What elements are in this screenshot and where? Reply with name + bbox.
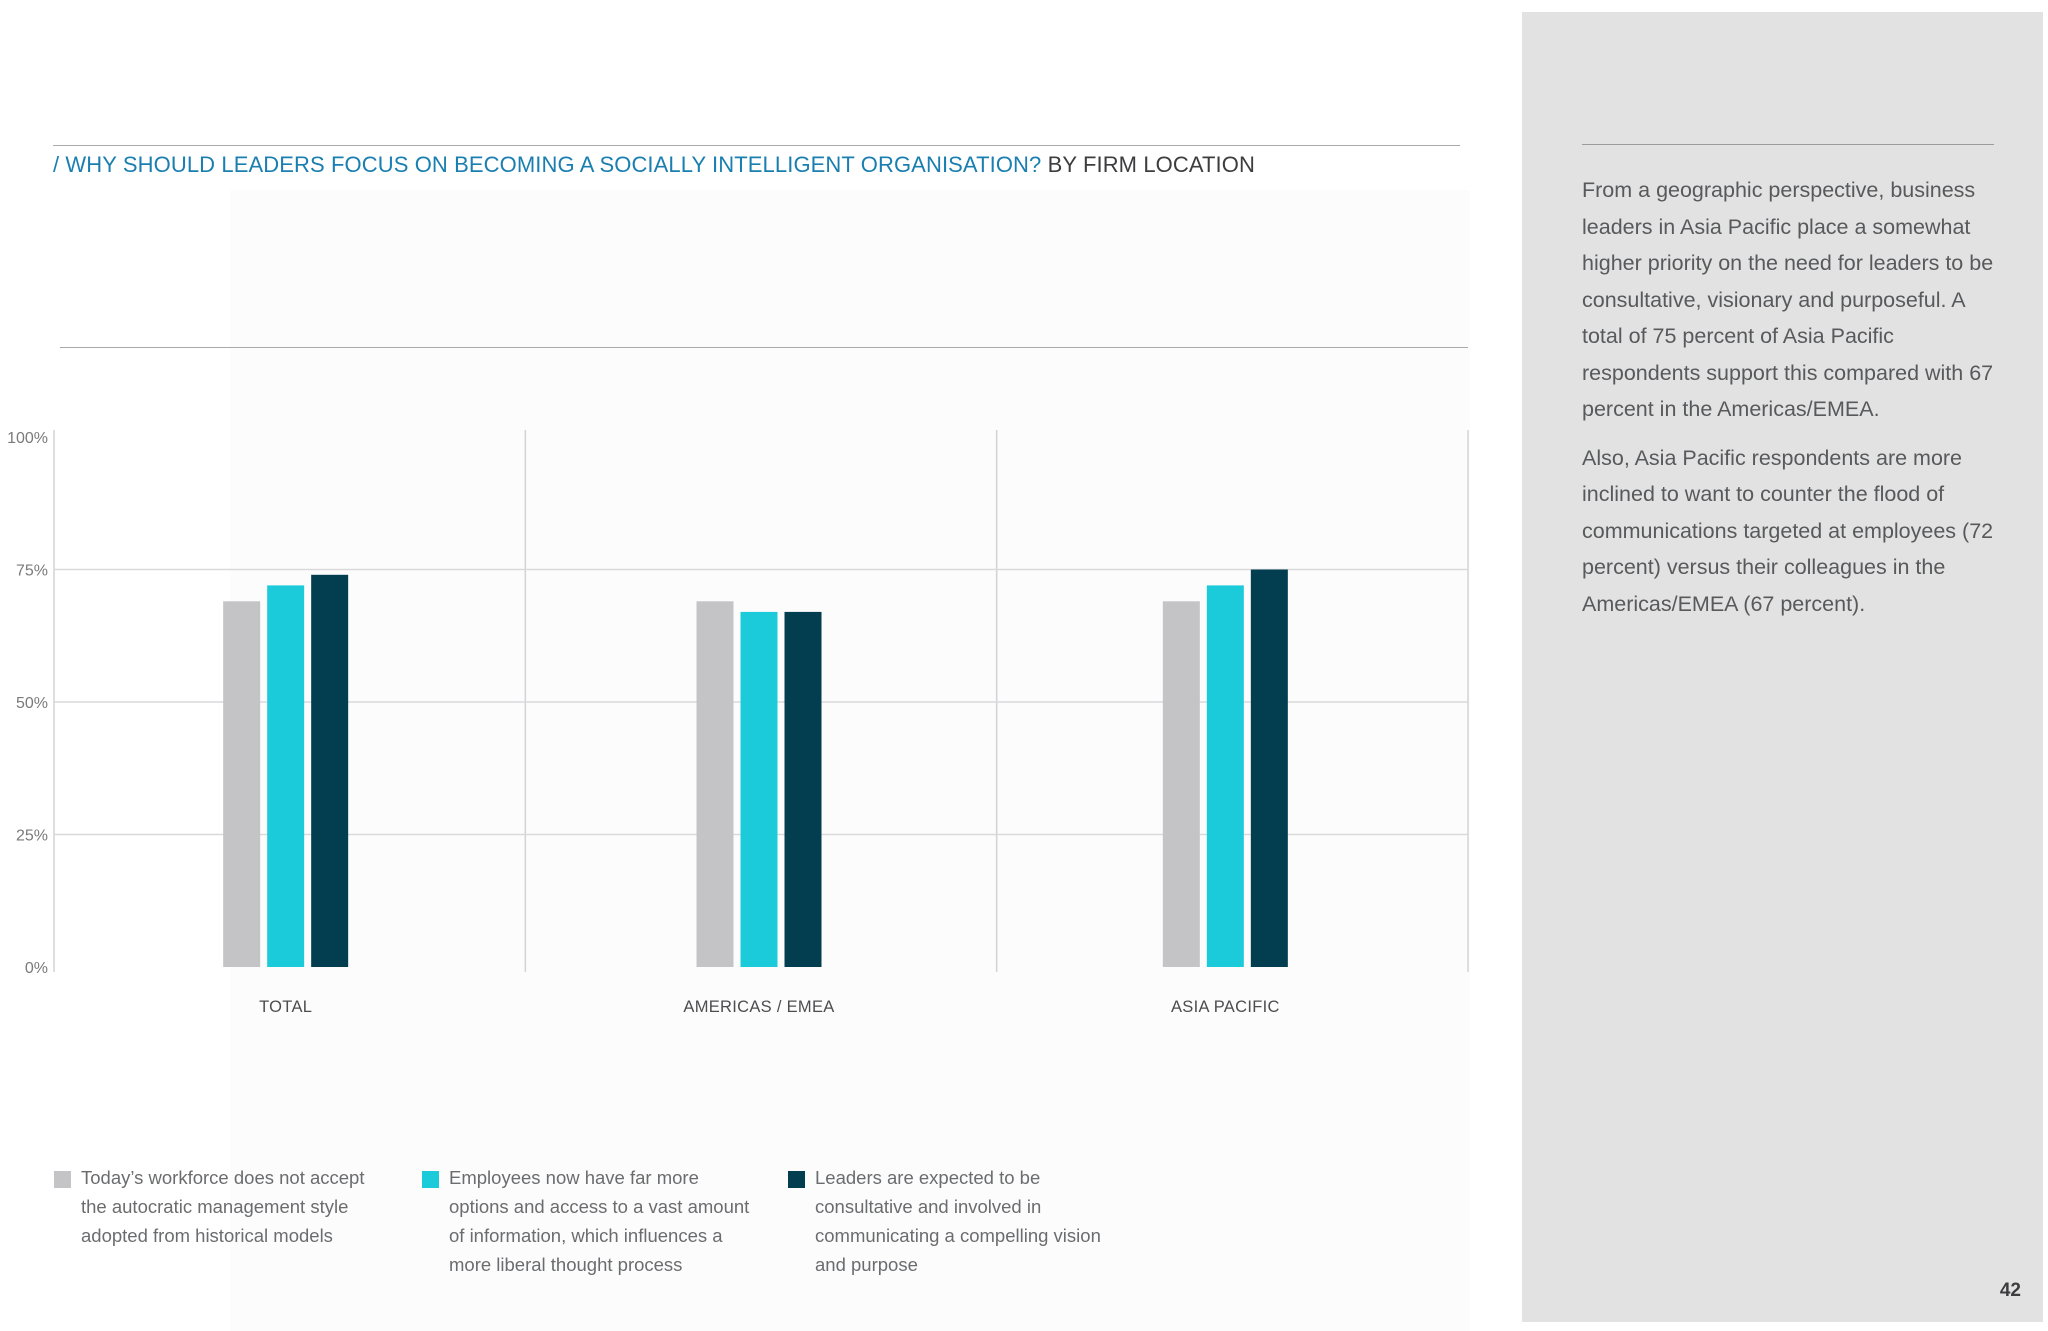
- legend-label: Leaders are expected to be consultative …: [815, 1167, 1101, 1275]
- bar-chart: 100% 75% 50% 25% 0% TOTAL AMERICAS / EMEA ASIA…: [7, 430, 1469, 1016]
- page-title-suffix: BY FIRM LOCATION: [1047, 152, 1255, 177]
- legend-swatch: [54, 1171, 71, 1188]
- page-number: 42: [1999, 1280, 2021, 1301]
- chart-bar: [311, 574, 349, 967]
- y-tick-label: 25%: [16, 828, 48, 845]
- y-tick-label: 100%: [7, 430, 48, 447]
- page-title: / WHY SHOULD LEADERS FOCUS ON BECOMING A…: [53, 152, 1255, 178]
- legend-swatch: [422, 1171, 439, 1188]
- chart-bar: [740, 611, 778, 967]
- sidebar-paragraph: Also, Asia Pacific respondents are more …: [1582, 445, 1994, 616]
- legend-label: Today’s workforce does not accept the au…: [81, 1167, 365, 1246]
- legend-label: Employees now have far more options and …: [449, 1167, 750, 1275]
- title-top-rule: [53, 145, 1460, 146]
- sidebar-text: From a geographic perspective, business …: [1582, 172, 2007, 634]
- chart-top-rule: [60, 347, 1468, 348]
- chart-bar: [696, 601, 734, 967]
- sidebar-paragraph: From a geographic perspective, business …: [1582, 178, 1994, 421]
- chart-bar: [1206, 585, 1244, 967]
- chart-bar: [784, 611, 822, 967]
- chart-bar: [223, 601, 261, 967]
- x-category-label: AMERICAS / EMEA: [683, 998, 834, 1016]
- legend-swatch: [788, 1171, 805, 1188]
- page-title-accent: / WHY SHOULD LEADERS FOCUS ON BECOMING A…: [53, 152, 1042, 177]
- y-axis-ticks: 100% 75% 50% 25% 0%: [7, 430, 48, 977]
- chart-bar: [1162, 601, 1200, 967]
- x-axis-categories: TOTAL AMERICAS / EMEA ASIA PACIFIC: [259, 998, 1280, 1016]
- y-tick-label: 50%: [16, 695, 48, 712]
- x-category-label: TOTAL: [259, 998, 312, 1016]
- x-category-label: ASIA PACIFIC: [1171, 998, 1280, 1016]
- sidebar-rule: [1582, 144, 1994, 145]
- chart-bar: [1250, 569, 1288, 967]
- y-tick-label: 75%: [16, 563, 48, 580]
- commentary-sidebar: From a geographic perspective, business …: [1522, 12, 2043, 1322]
- chart-bar: [267, 585, 305, 967]
- y-tick-label: 0%: [25, 960, 48, 977]
- chart-bars: [223, 569, 1288, 967]
